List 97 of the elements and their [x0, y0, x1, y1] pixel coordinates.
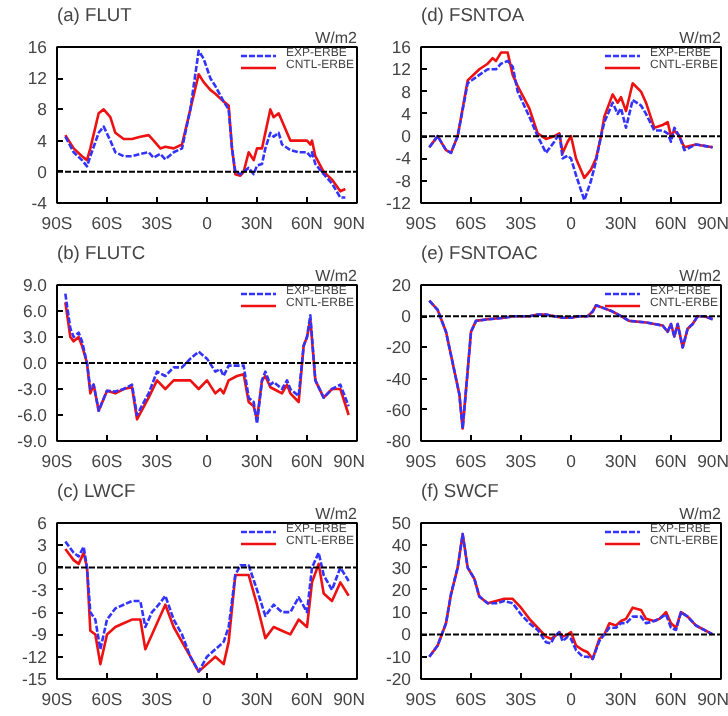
y-tick-label: 0: [401, 624, 412, 645]
y-tick-label: -3: [31, 579, 48, 600]
y-tick-label: -20: [385, 669, 412, 689]
y-tick-label: -15: [21, 669, 48, 689]
x-tick-label: 90S: [405, 689, 437, 709]
x-tick-label: 90N: [697, 451, 728, 471]
x-tick-label: 0: [566, 213, 577, 233]
y-tick-label: -80: [385, 431, 412, 451]
y-tick-label: -10: [385, 646, 412, 667]
x-tick-label: 30N: [605, 213, 637, 233]
y-tick-label: -9: [31, 624, 48, 645]
y-tick-label: 0: [37, 557, 48, 578]
x-tick-label: 60S: [455, 451, 487, 471]
y-tick-label: 50: [391, 513, 412, 533]
chart-title: (c) LWCF: [57, 481, 137, 501]
y-tick-label: 16: [391, 37, 412, 57]
x-tick-label: 30N: [241, 451, 273, 471]
x-tick-label: 60S: [91, 451, 123, 471]
x-tick-label: 30N: [241, 689, 273, 709]
x-tick-label: 30S: [141, 689, 173, 709]
x-tick-label: 30N: [241, 213, 273, 233]
y-tick-label: -4: [395, 148, 412, 169]
text: W/m2: [315, 29, 359, 47]
y-tick-label: 30: [391, 557, 412, 578]
x-tick-label: 60N: [655, 451, 687, 471]
y-tick-label: 16: [27, 37, 48, 57]
x-tick-label: 60N: [655, 213, 687, 233]
x-tick-label: 60N: [655, 689, 687, 709]
y-tick-label: -6.0: [17, 405, 48, 425]
y-tick-label: 4: [37, 130, 48, 151]
x-tick-label: 0: [202, 451, 213, 471]
x-tick-label: 30S: [505, 213, 537, 233]
x-tick-label: 30S: [141, 213, 173, 233]
y-tick-label: 0: [37, 161, 48, 182]
x-tick-label: 90S: [41, 451, 73, 471]
y-tick-label: -4: [31, 193, 48, 213]
y-tick-label: 0.0: [22, 353, 48, 373]
y-tick-label: 20: [391, 579, 412, 600]
y-tick-label: -8: [395, 170, 412, 191]
x-tick-label: 60N: [291, 689, 323, 709]
y-tick-label: 6.0: [22, 301, 48, 321]
x-tick-label: 60N: [291, 451, 323, 471]
x-tick-label: 60S: [91, 689, 123, 709]
y-tick-label: 10: [391, 602, 412, 623]
x-tick-label: 90N: [333, 689, 366, 709]
chart-title: (a) FLUT: [57, 5, 133, 25]
y-tick-label: 9.0: [22, 275, 48, 295]
chart-title: (e) FSNTOAC: [421, 243, 539, 263]
x-tick-label: 30N: [605, 451, 637, 471]
annotation: W/m2: [679, 505, 723, 523]
y-tick-label: -3.0: [17, 379, 48, 399]
x-tick-label: 60S: [455, 689, 487, 709]
y-tick-label: 12: [391, 59, 412, 80]
x-tick-label: 30S: [141, 451, 173, 471]
annotation: W/m2: [679, 29, 723, 47]
x-tick-label: 0: [566, 689, 577, 709]
x-tick-label: 90N: [333, 213, 366, 233]
x-tick-label: 90S: [41, 689, 73, 709]
x-tick-label: 90S: [405, 451, 437, 471]
x-tick-label: 90N: [333, 451, 366, 471]
chart-title: (d) FSNTOA: [421, 5, 526, 25]
x-tick-label: 0: [202, 689, 213, 709]
annotation: W/m2: [315, 505, 359, 523]
y-tick-label: -20: [385, 337, 412, 358]
y-tick-label: 4: [401, 103, 412, 124]
x-tick-label: 30S: [505, 689, 537, 709]
y-tick-label: 20: [391, 275, 412, 295]
y-tick-label: -12: [385, 193, 412, 213]
y-tick-label: -12: [21, 646, 48, 667]
annotation: W/m2: [679, 267, 723, 285]
y-tick-label: 0: [401, 126, 412, 147]
chart-title: (b) FLUTC: [57, 243, 146, 263]
x-tick-label: 60N: [291, 213, 323, 233]
x-tick-label: 0: [202, 213, 213, 233]
y-tick-label: 40: [391, 535, 412, 556]
y-tick-label: 3: [37, 535, 48, 556]
y-tick-label: 0: [401, 306, 412, 327]
x-tick-label: 60S: [91, 213, 123, 233]
y-tick-label: 6: [37, 513, 48, 533]
x-tick-label: 90N: [697, 689, 728, 709]
y-tick-label: -9.0: [17, 431, 48, 451]
x-tick-label: 0: [566, 451, 577, 471]
x-tick-label: 90S: [405, 213, 437, 233]
y-tick-label: -40: [385, 368, 412, 389]
y-tick-label: 3.0: [22, 327, 48, 347]
y-tick-label: -6: [31, 602, 48, 623]
annotation: W/m2: [315, 267, 359, 285]
x-tick-label: 90S: [41, 213, 73, 233]
y-tick-label: 8: [401, 81, 412, 102]
y-tick-label: 12: [27, 68, 48, 89]
x-tick-label: 60S: [455, 213, 487, 233]
chart-title: (f) SWCF: [421, 481, 500, 501]
y-tick-label: 8: [37, 99, 48, 120]
x-tick-label: 30N: [605, 689, 637, 709]
x-tick-label: 30S: [505, 451, 537, 471]
x-tick-label: 90N: [697, 213, 728, 233]
y-tick-label: -60: [385, 399, 412, 420]
